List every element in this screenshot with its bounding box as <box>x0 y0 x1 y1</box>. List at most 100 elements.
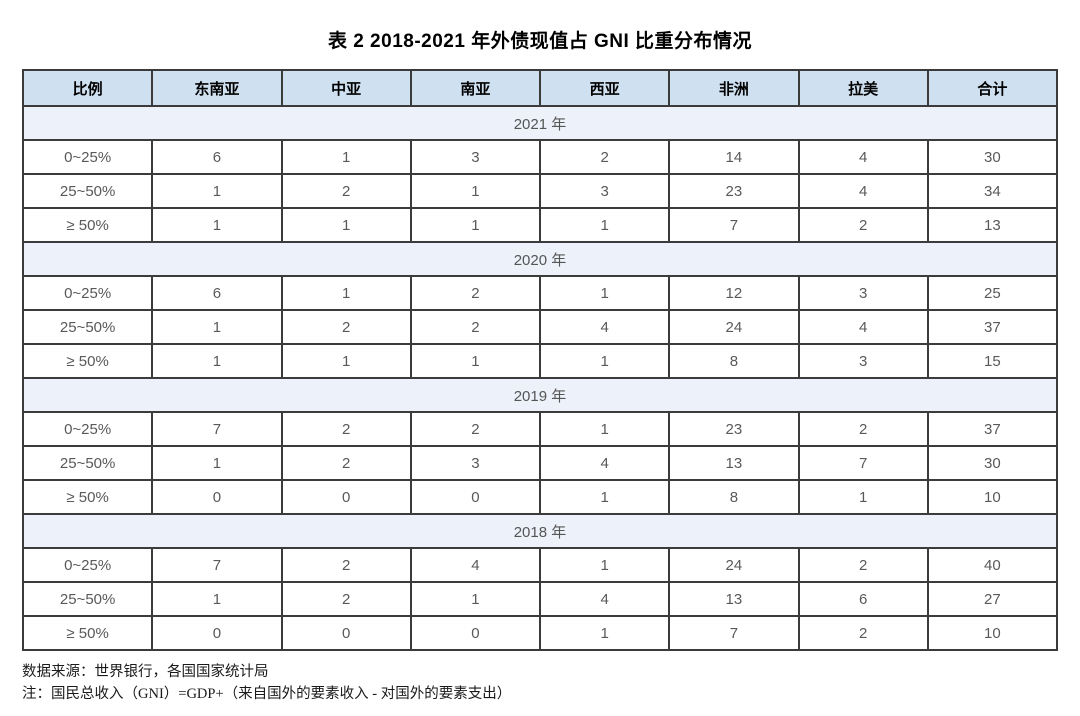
year-band: 2019 年 <box>22 377 1058 413</box>
data-cell: 1 <box>538 411 671 447</box>
ratio-label: ≥ 50% <box>21 479 154 515</box>
data-cell: 1 <box>409 173 542 209</box>
data-cell: 3 <box>538 173 671 209</box>
data-cell: 7 <box>668 615 800 651</box>
data-cell: 1 <box>280 343 412 379</box>
data-cell: 6 <box>797 581 929 617</box>
data-cell: 8 <box>668 343 800 379</box>
data-cell: 1 <box>151 173 283 209</box>
ratio-label: 0~25% <box>21 139 154 175</box>
data-cell: 1 <box>409 207 542 243</box>
ratio-label: ≥ 50% <box>21 207 154 243</box>
data-cell: 2 <box>797 411 929 447</box>
data-cell: 15 <box>926 343 1059 379</box>
data-cell: 2 <box>280 411 412 447</box>
column-header-west-asia: 西亚 <box>538 69 671 107</box>
data-cell: 1 <box>538 343 671 379</box>
data-cell: 4 <box>797 139 929 175</box>
table-row: 25~50% 1 2 1 3 23 4 34 <box>21 173 1059 209</box>
data-cell: 7 <box>151 547 283 583</box>
ratio-label: 0~25% <box>21 547 154 583</box>
year-section-row: 2019 年 <box>22 377 1058 413</box>
table-row: 0~25% 6 1 3 2 14 4 30 <box>21 139 1059 175</box>
ratio-label: 25~50% <box>21 173 154 209</box>
table-row: 0~25% 7 2 2 1 23 2 37 <box>21 411 1059 447</box>
data-cell: 6 <box>151 139 283 175</box>
source-note: 数据来源：世界银行，各国国家统计局 <box>22 664 269 680</box>
data-cell: 0 <box>280 615 412 651</box>
ratio-label: ≥ 50% <box>21 343 154 379</box>
data-cell: 0 <box>409 615 542 651</box>
data-cell: 4 <box>538 581 671 617</box>
data-cell: 24 <box>668 547 800 583</box>
data-cell: 1 <box>409 343 542 379</box>
data-cell: 1 <box>409 581 542 617</box>
data-cell: 2 <box>797 207 929 243</box>
table-row: 0~25% 7 2 4 1 24 2 40 <box>21 547 1059 583</box>
column-header-latin-america: 拉美 <box>797 69 929 107</box>
data-cell: 37 <box>926 309 1059 345</box>
column-header-total: 合计 <box>926 69 1059 107</box>
definition-note: 注：国民总收入（GNI）=GDP+（来自国外的要素收入 - 对国外的要素支出） <box>22 686 512 703</box>
data-cell: 3 <box>409 139 542 175</box>
data-cell: 0 <box>409 479 542 515</box>
table-row: 0~25% 6 1 2 1 12 3 25 <box>21 275 1059 311</box>
data-cell: 2 <box>409 309 542 345</box>
table-row: ≥ 50% 0 0 0 1 7 2 10 <box>21 615 1059 651</box>
data-cell: 4 <box>797 309 929 345</box>
data-cell: 1 <box>151 581 283 617</box>
page-title: 表 2 2018-2021 年外债现值占 GNI 比重分布情况 <box>327 31 753 52</box>
data-cell: 30 <box>926 445 1059 481</box>
data-cell: 2 <box>280 547 412 583</box>
year-section-row: 2018 年 <box>22 513 1058 549</box>
data-cell: 23 <box>668 173 800 209</box>
column-header-south-asia: 南亚 <box>409 69 542 107</box>
ratio-label: 0~25% <box>21 275 154 311</box>
data-cell: 4 <box>797 173 929 209</box>
ratio-label: 25~50% <box>21 581 154 617</box>
data-cell: 37 <box>926 411 1059 447</box>
data-cell: 13 <box>668 445 800 481</box>
debt-gni-distribution-table: 比例 东南亚 中亚 南亚 西亚 非洲 拉美 合计 2021 年 0~25% 6 1 3 2… <box>21 69 1059 651</box>
table-header-row: 比例 东南亚 中亚 南亚 西亚 非洲 拉美 合计 <box>21 69 1059 107</box>
data-cell: 27 <box>926 581 1059 617</box>
data-cell: 2 <box>280 581 412 617</box>
data-cell: 0 <box>151 615 283 651</box>
ratio-label: 25~50% <box>21 445 154 481</box>
data-cell: 1 <box>538 547 671 583</box>
table-row: 25~50% 1 2 1 4 13 6 27 <box>21 581 1059 617</box>
table-row: ≥ 50% 1 1 1 1 7 2 13 <box>21 207 1059 243</box>
data-cell: 10 <box>926 615 1059 651</box>
data-cell: 2 <box>538 139 671 175</box>
year-band: 2018 年 <box>22 513 1058 549</box>
data-cell: 6 <box>151 275 283 311</box>
data-cell: 1 <box>538 207 671 243</box>
data-cell: 4 <box>538 445 671 481</box>
data-cell: 25 <box>926 275 1059 311</box>
data-cell: 14 <box>668 139 800 175</box>
data-cell: 3 <box>409 445 542 481</box>
data-cell: 4 <box>409 547 542 583</box>
footnotes: 数据来源：世界银行，各国国家统计局 注：国民总收入（GNI）=GDP+（来自国外… <box>22 661 1080 706</box>
data-cell: 7 <box>668 207 800 243</box>
ratio-label: 25~50% <box>21 309 154 345</box>
data-cell: 10 <box>926 479 1059 515</box>
data-cell: 40 <box>926 547 1059 583</box>
data-cell: 3 <box>797 275 929 311</box>
data-cell: 13 <box>668 581 800 617</box>
table-row: ≥ 50% 1 1 1 1 8 3 15 <box>21 343 1059 379</box>
data-cell: 2 <box>409 411 542 447</box>
data-cell: 1 <box>151 207 283 243</box>
data-cell: 1 <box>151 445 283 481</box>
column-header-ratio: 比例 <box>21 69 154 107</box>
column-header-southeast-asia: 东南亚 <box>151 69 283 107</box>
data-cell: 2 <box>280 173 412 209</box>
data-cell: 2 <box>797 615 929 651</box>
data-cell: 2 <box>409 275 542 311</box>
ratio-label: ≥ 50% <box>21 615 154 651</box>
data-cell: 23 <box>668 411 800 447</box>
data-cell: 7 <box>151 411 283 447</box>
year-section-row: 2020 年 <box>22 241 1058 277</box>
data-cell: 7 <box>797 445 929 481</box>
data-cell: 0 <box>280 479 412 515</box>
